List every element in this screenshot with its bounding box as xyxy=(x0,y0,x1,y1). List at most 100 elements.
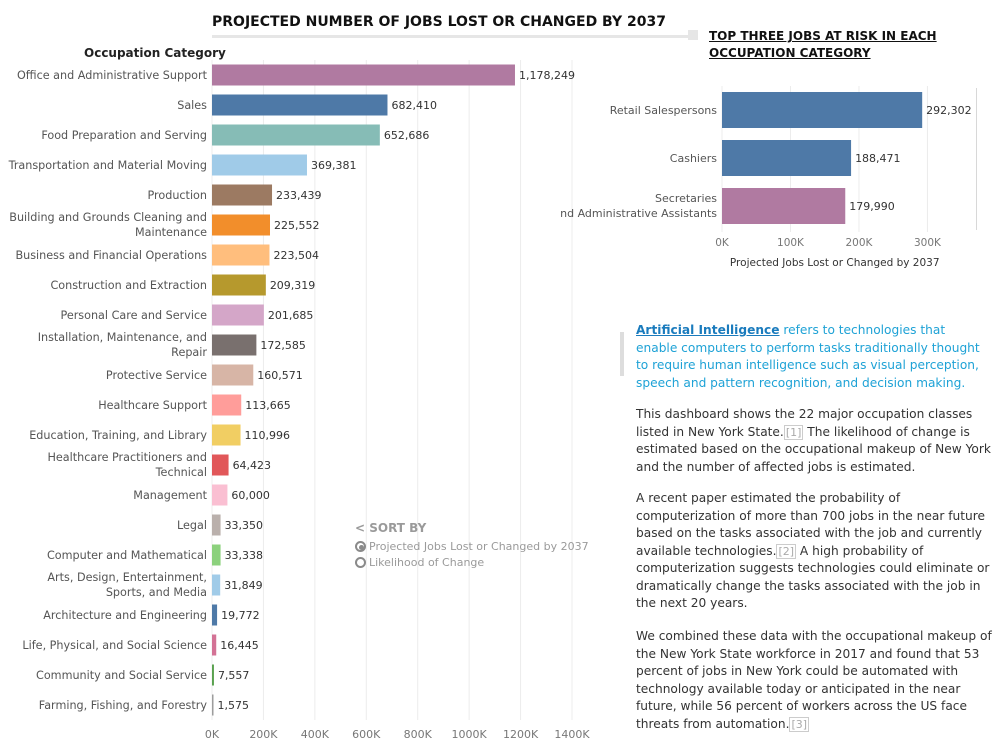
bar xyxy=(212,694,214,716)
category-label-line: Production xyxy=(147,189,207,202)
bar xyxy=(212,574,221,596)
category-label-line: Healthcare Practitioners and xyxy=(47,451,207,464)
bar-value-label: 33,350 xyxy=(225,519,264,532)
ai-definition: Artificial Intelligence refers to techno… xyxy=(636,322,981,392)
footnote-2-link[interactable]: [2] xyxy=(776,543,797,559)
category-label: Transportation and Material Moving xyxy=(8,159,207,172)
category-label-line: Architecture and Engineering xyxy=(43,609,207,622)
category-label-line: Technical xyxy=(155,466,207,479)
category-label-line: Cashiers xyxy=(670,152,717,165)
category-label-line: Maintenance xyxy=(135,226,207,239)
bar xyxy=(212,154,307,176)
bar-value-label: 113,665 xyxy=(245,399,291,412)
category-label-line: Construction and Extraction xyxy=(50,279,207,292)
bar xyxy=(212,184,273,206)
category-label: Architecture and Engineering xyxy=(43,609,207,622)
category-label: Management xyxy=(133,489,207,502)
bar-value-label: 652,686 xyxy=(384,129,430,142)
category-label-line: Installation, Maintenance, and xyxy=(38,331,207,344)
x-tick-label: 1400K xyxy=(554,728,590,741)
bar-value-label: 233,439 xyxy=(276,189,322,202)
category-label-line: Protective Service xyxy=(106,369,207,382)
category-label-line: Food Preparation and Serving xyxy=(41,129,207,142)
bar-value-label: 188,471 xyxy=(855,152,901,165)
occupation-bar-chart: 0K 200K 400K 600K 800K 1000K 1200K 1400K Office … xyxy=(8,60,590,741)
bar-value-label: 223,504 xyxy=(273,249,319,262)
category-label-line: Building and Grounds Cleaning and xyxy=(9,211,207,224)
category-label: Farming, Fishing, and Forestry xyxy=(39,699,208,712)
category-label-line: Office and Administrative Support xyxy=(17,69,208,82)
bar-value-label: 179,990 xyxy=(849,200,895,213)
bar-value-label: 60,000 xyxy=(231,489,270,502)
bar xyxy=(212,484,228,506)
bar-value-label: 1,178,249 xyxy=(519,69,575,82)
bar xyxy=(212,304,264,326)
category-label: Legal xyxy=(177,519,207,532)
category-label: Cashiers xyxy=(670,152,717,165)
bar-value-label: 64,423 xyxy=(233,459,272,472)
bar-value-label: 7,557 xyxy=(218,669,250,682)
category-label: Arts, Design, Entertainment, Sports, and … xyxy=(47,571,207,599)
category-label: Food Preparation and Serving xyxy=(41,129,207,142)
bar xyxy=(722,92,923,128)
category-label-line: Business and Financial Operations xyxy=(15,249,207,262)
x-tick-label: 1200K xyxy=(503,728,539,741)
x-tick-label: 600K xyxy=(352,728,381,741)
bar xyxy=(212,424,241,446)
category-label: Community and Social Service xyxy=(36,669,207,682)
footnote-1-link[interactable]: [1] xyxy=(783,424,804,440)
category-label-line: Farming, Fishing, and Forestry xyxy=(39,699,208,712)
category-label: Sales xyxy=(177,99,207,112)
x-tick-label: 200K xyxy=(249,728,278,741)
category-label-line: Retail Salespersons xyxy=(610,104,718,117)
bar xyxy=(212,514,221,536)
radio-unselected-icon[interactable] xyxy=(355,556,366,568)
bar-value-label: 33,338 xyxy=(225,549,264,562)
category-label: Personal Care and Service xyxy=(60,309,207,322)
top-jobs-bar-chart: 0K 100K 200K 300K Projected Jobs Lost or Cha… xyxy=(560,86,972,269)
paragraph-1-text-b: The likelihood of change is estimated ba… xyxy=(636,424,991,474)
paragraph-3: We combined these data with the occupati… xyxy=(636,628,994,733)
x-axis-title: Projected Jobs Lost or Changed by 2037 xyxy=(730,257,940,269)
bar-value-label: 110,996 xyxy=(245,429,290,442)
bar xyxy=(212,394,242,416)
bar-value-label: 16,445 xyxy=(220,639,258,652)
sort-option-jobs-label: Projected Jobs Lost or Changed by 2037 xyxy=(369,539,589,553)
bar-value-label: 172,585 xyxy=(260,339,306,352)
bar xyxy=(212,274,266,296)
ai-definition-text: refers to technologies that enable compu… xyxy=(636,323,980,390)
category-label-line: Legal xyxy=(177,519,207,532)
category-label-line: Computer and Mathematical xyxy=(47,549,207,562)
ai-link[interactable]: Artificial Intelligence xyxy=(636,323,780,337)
category-label-line: Management xyxy=(133,489,207,502)
category-label-line: Sales xyxy=(177,99,207,112)
top-jobs-scrollbar[interactable] xyxy=(976,88,977,230)
bar xyxy=(212,124,380,146)
bar-value-label: 209,319 xyxy=(270,279,316,292)
top-jobs-title: TOP THREE JOBS AT RISK IN EACH OCCUPATIO… xyxy=(709,28,937,62)
paragraph-2-text-b: A high probability of computerization su… xyxy=(636,543,990,611)
x-tick-label: 400K xyxy=(301,728,330,741)
radio-selected-icon[interactable] xyxy=(355,540,366,552)
x-tick-label: 300K xyxy=(914,237,942,249)
category-label: Secretaries and Administrative Assistants xyxy=(560,192,717,220)
top-jobs-title-line1: TOP THREE JOBS AT RISK IN EACH xyxy=(709,29,937,43)
dashboard-title: PROJECTED NUMBER OF JOBS LOST OR CHANGED… xyxy=(212,14,666,30)
sort-control: < SORT BY Projected Jobs Lost or Changed… xyxy=(355,521,589,570)
category-label-line: Life, Physical, and Social Science xyxy=(22,639,207,652)
category-label: Healthcare Practitioners and Technical xyxy=(47,451,207,479)
category-label: Retail Salespersons xyxy=(610,104,718,117)
category-label: Life, Physical, and Social Science xyxy=(22,639,207,652)
category-label: Business and Financial Operations xyxy=(15,249,207,262)
category-label-line: Healthcare Support xyxy=(98,399,207,412)
category-label: Office and Administrative Support xyxy=(17,69,208,82)
top-jobs-title-line2: OCCUPATION CATEGORY xyxy=(709,46,871,60)
footnote-3-link[interactable]: [3] xyxy=(789,716,810,732)
category-label: Computer and Mathematical xyxy=(47,549,207,562)
category-label: Construction and Extraction xyxy=(50,279,207,292)
sort-option-likelihood[interactable]: Likelihood of Change xyxy=(355,554,589,570)
sort-option-jobs[interactable]: Projected Jobs Lost or Changed by 2037 xyxy=(355,538,589,554)
sort-title[interactable]: < SORT BY xyxy=(355,521,427,535)
x-tick-label: 800K xyxy=(404,728,433,741)
bar-value-label: 369,381 xyxy=(311,159,357,172)
